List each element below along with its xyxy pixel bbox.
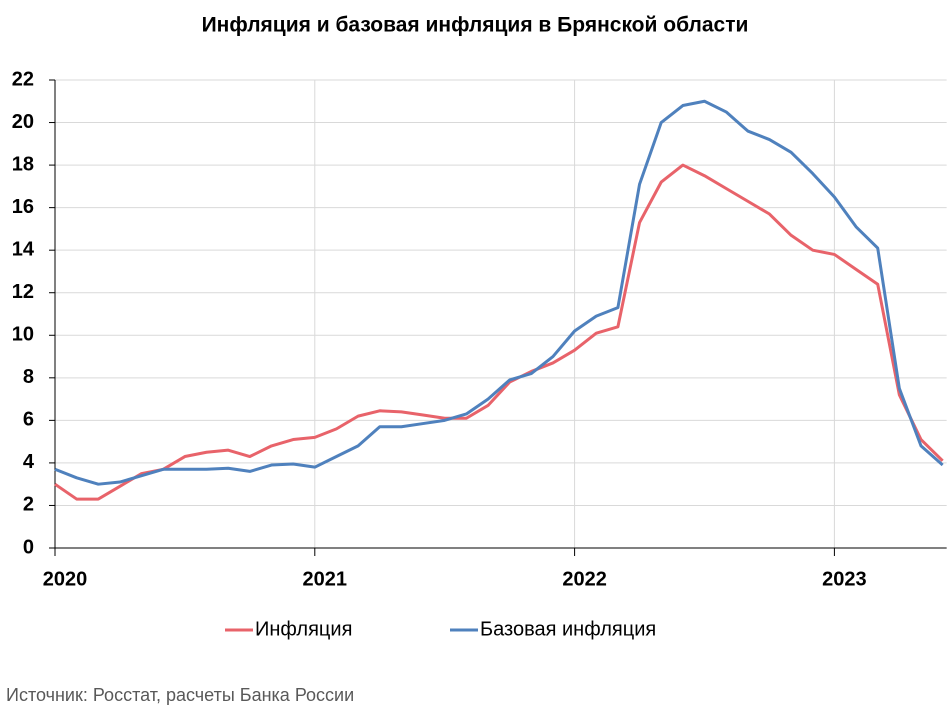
source-note: Источник: Росстат, расчеты Банка России xyxy=(6,685,354,705)
y-tick-label: 6 xyxy=(23,409,34,431)
y-tick-label: 2 xyxy=(23,494,34,516)
y-tick-label: 10 xyxy=(12,324,34,346)
y-tick-label: 22 xyxy=(12,68,34,90)
y-tick-label: 20 xyxy=(12,111,34,133)
y-tick-label: 18 xyxy=(12,153,34,175)
y-tick-label: 0 xyxy=(23,536,34,558)
x-tick-label: 2023 xyxy=(822,568,867,590)
series-line xyxy=(54,163,944,501)
y-tick-label: 12 xyxy=(12,281,34,303)
x-tick-label: 2022 xyxy=(562,568,607,590)
legend-label: Базовая инфляция xyxy=(480,618,656,640)
y-tick-label: 4 xyxy=(23,451,35,473)
chart-title: Инфляция и базовая инфляция в Брянской о… xyxy=(202,14,749,37)
y-tick-label: 8 xyxy=(23,366,34,388)
x-tick-label: 2020 xyxy=(43,568,88,590)
y-tick-label: 14 xyxy=(12,238,35,260)
legend-label: Инфляция xyxy=(255,618,352,640)
series-line xyxy=(54,99,944,486)
x-tick-label: 2021 xyxy=(303,568,348,590)
y-tick-label: 16 xyxy=(12,196,34,218)
